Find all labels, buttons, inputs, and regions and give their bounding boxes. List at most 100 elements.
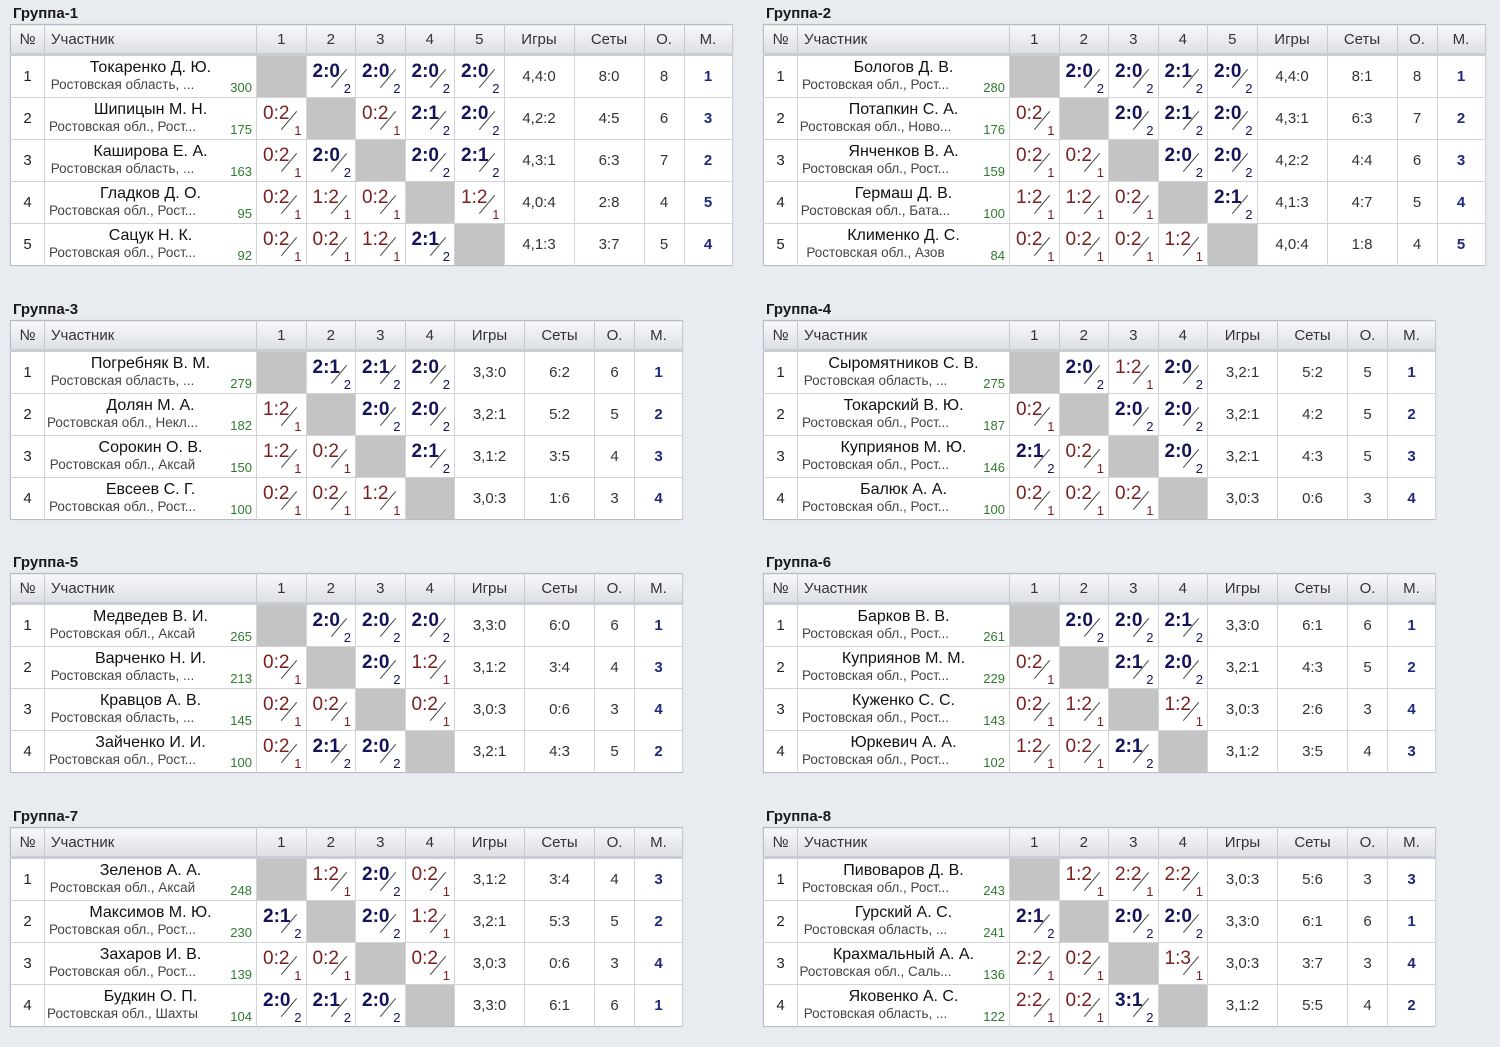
- match-result-cell[interactable]: 2:0 2: [355, 646, 406, 689]
- match-result-cell[interactable]: 2:1 2: [405, 223, 455, 266]
- match-result-cell[interactable]: 2:0 2: [306, 139, 356, 182]
- participant-cell[interactable]: Сацук Н. К. Ростовская обл., Рост... 92: [44, 223, 257, 266]
- table-row[interactable]: 2 Куприянов М. М. Ростовская обл., Рост...…: [763, 646, 1436, 689]
- match-result-cell[interactable]: 1:2 1: [1009, 730, 1060, 773]
- participant-cell[interactable]: Шипицын М. Н. Ростовская обл., Рост... 175: [44, 97, 257, 140]
- header-num[interactable]: №: [10, 320, 45, 352]
- participant-name[interactable]: Зеленов А. А.: [99, 862, 202, 879]
- match-result-cell[interactable]: 2:0 2: [405, 603, 455, 647]
- header-place[interactable]: М.: [1387, 573, 1436, 605]
- header-opponent-2[interactable]: 2: [1059, 573, 1109, 605]
- header-place[interactable]: М.: [1387, 320, 1436, 352]
- match-result-cell[interactable]: 0:2 1: [1059, 435, 1109, 478]
- header-sets[interactable]: Сеты: [1327, 24, 1398, 56]
- header-participant[interactable]: Участник: [797, 320, 1010, 352]
- match-result-cell[interactable]: 2:0 2: [355, 603, 406, 647]
- participant-name[interactable]: Максимов М. Ю.: [89, 904, 212, 921]
- header-num[interactable]: №: [10, 573, 45, 605]
- match-result-cell[interactable]: 1:2 1: [1158, 688, 1208, 731]
- match-result-cell[interactable]: 2:0 2: [355, 54, 406, 98]
- header-opponent-2[interactable]: 2: [306, 827, 356, 859]
- match-result-cell[interactable]: 2:1 2: [1158, 603, 1208, 647]
- participant-cell[interactable]: Куженко С. С. Ростовская обл., Рост... 143: [797, 688, 1010, 731]
- match-result-cell[interactable]: 1:2 1: [454, 181, 505, 224]
- match-result-cell[interactable]: 0:2 1: [1059, 477, 1109, 520]
- participant-cell[interactable]: Куприянов М. М. Ростовская обл., Рост... 2…: [797, 646, 1010, 689]
- match-result-cell[interactable]: 0:2 1: [1009, 97, 1060, 140]
- participant-cell[interactable]: Будкин О. П. Ростовская обл., Шахты 104: [44, 984, 257, 1027]
- header-games[interactable]: Игры: [504, 24, 575, 56]
- table-row[interactable]: 2 Долян М. А. Ростовская обл., Некл... 182 1…: [10, 393, 683, 436]
- table-row[interactable]: 4 Юркевич А. А. Ростовская обл., Рост... 10…: [763, 730, 1436, 773]
- participant-name[interactable]: Варченко Н. И.: [94, 650, 207, 667]
- table-row[interactable]: 2 Шипицын М. Н. Ростовская обл., Рост... 17…: [10, 97, 733, 140]
- participant-name[interactable]: Гурский А. С.: [854, 904, 953, 921]
- match-result-cell[interactable]: 1:2 1: [1059, 857, 1109, 901]
- table-row[interactable]: 4 Яковенко А. С. Ростовская область, ... 12…: [763, 984, 1436, 1027]
- participant-name[interactable]: Кравцов А. В.: [99, 692, 202, 709]
- participant-cell[interactable]: Зайченко И. И. Ростовская обл., Рост... 10…: [44, 730, 257, 773]
- participant-cell[interactable]: Евсеев С. Г. Ростовская обл., Рост... 100: [44, 477, 257, 520]
- header-opponent-2[interactable]: 2: [1059, 24, 1109, 56]
- header-opponent-1[interactable]: 1: [1009, 573, 1060, 605]
- table-row[interactable]: 4 Будкин О. П. Ростовская обл., Шахты 104 2:…: [10, 984, 683, 1027]
- match-result-cell[interactable]: 0:2 1: [405, 942, 455, 985]
- header-num[interactable]: №: [763, 573, 798, 605]
- header-opponent-1[interactable]: 1: [256, 827, 307, 859]
- header-num[interactable]: №: [763, 24, 798, 56]
- header-opponent-4[interactable]: 4: [1158, 24, 1208, 56]
- table-row[interactable]: 5 Клименко Д. С. Ростовская обл., Азов 84 0:…: [763, 223, 1486, 266]
- header-points[interactable]: О.: [1397, 24, 1438, 56]
- table-row[interactable]: 1 Медведев В. И. Ростовская обл., Аксай 265…: [10, 603, 683, 647]
- table-row[interactable]: 3 Каширова Е. А. Ростовская область, ... 16…: [10, 139, 733, 182]
- match-result-cell[interactable]: 1:2 1: [355, 477, 406, 520]
- table-row[interactable]: 2 Гурский А. С. Ростовская область, ... 241…: [763, 900, 1436, 943]
- match-result-cell[interactable]: 0:2 1: [1108, 477, 1159, 520]
- match-result-cell[interactable]: 0:2 1: [1009, 688, 1060, 731]
- participant-name[interactable]: Потапкин С. А.: [848, 101, 959, 118]
- header-num[interactable]: №: [10, 827, 45, 859]
- match-result-cell[interactable]: 2:1 2: [405, 97, 455, 140]
- header-opponent-1[interactable]: 1: [1009, 24, 1060, 56]
- header-opponent-5[interactable]: 5: [454, 24, 505, 56]
- table-row[interactable]: 4 Гермаш Д. В. Ростовская обл., Бата... 100…: [763, 181, 1486, 224]
- match-result-cell[interactable]: 0:2 1: [1009, 139, 1060, 182]
- match-result-cell[interactable]: 0:2 1: [1059, 942, 1109, 985]
- participant-cell[interactable]: Барков В. В. Ростовская обл., Рост... 261: [797, 603, 1010, 647]
- match-result-cell[interactable]: 2:0 2: [1207, 97, 1258, 140]
- header-opponent-1[interactable]: 1: [256, 320, 307, 352]
- match-result-cell[interactable]: 2:1 2: [306, 984, 356, 1027]
- match-result-cell[interactable]: 1:2 1: [1009, 181, 1060, 224]
- match-result-cell[interactable]: 1:3 1: [1158, 942, 1208, 985]
- participant-cell[interactable]: Сорокин О. В. Ростовская обл., Аксай 150: [44, 435, 257, 478]
- participant-name[interactable]: Куженко С. С.: [852, 692, 955, 709]
- match-result-cell[interactable]: 2:2 1: [1009, 984, 1060, 1027]
- header-opponent-4[interactable]: 4: [1158, 320, 1208, 352]
- table-row[interactable]: 2 Потапкин С. А. Ростовская обл., Ново... 1…: [763, 97, 1486, 140]
- header-opponent-2[interactable]: 2: [1059, 320, 1109, 352]
- header-participant[interactable]: Участник: [797, 827, 1010, 859]
- table-row[interactable]: 1 Бологов Д. В. Ростовская обл., Рост... 28…: [763, 54, 1486, 98]
- table-row[interactable]: 3 Кравцов А. В. Ростовская область, ... 145…: [10, 688, 683, 731]
- match-result-cell[interactable]: 0:2 1: [1059, 139, 1109, 182]
- header-participant[interactable]: Участник: [44, 573, 257, 605]
- table-row[interactable]: 4 Балюк А. А. Ростовская обл., Рост... 100 0…: [763, 477, 1436, 520]
- match-result-cell[interactable]: 2:0 2: [1059, 603, 1109, 647]
- header-opponent-3[interactable]: 3: [1108, 827, 1159, 859]
- participant-name[interactable]: Погребняк В. М.: [90, 355, 211, 372]
- participant-cell[interactable]: Балюк А. А. Ростовская обл., Рост... 100: [797, 477, 1010, 520]
- match-result-cell[interactable]: 2:0 2: [355, 900, 406, 943]
- match-result-cell[interactable]: 2:0 2: [1207, 139, 1258, 182]
- participant-name[interactable]: Каширова Е. А.: [93, 143, 208, 160]
- participant-cell[interactable]: Гурский А. С. Ростовская область, ... 241: [797, 900, 1010, 943]
- match-result-cell[interactable]: 0:2 1: [306, 477, 356, 520]
- header-participant[interactable]: Участник: [44, 827, 257, 859]
- participant-name[interactable]: Токарский В. Ю.: [843, 397, 964, 414]
- match-result-cell[interactable]: 2:0 2: [405, 350, 455, 394]
- participant-cell[interactable]: Клименко Д. С. Ростовская обл., Азов 84: [797, 223, 1010, 266]
- header-opponent-1[interactable]: 1: [256, 24, 307, 56]
- match-result-cell[interactable]: 2:0 2: [355, 730, 406, 773]
- match-result-cell[interactable]: 2:1 2: [1009, 435, 1060, 478]
- table-row[interactable]: 3 Сорокин О. В. Ростовская обл., Аксай 150 1…: [10, 435, 683, 478]
- header-participant[interactable]: Участник: [797, 573, 1010, 605]
